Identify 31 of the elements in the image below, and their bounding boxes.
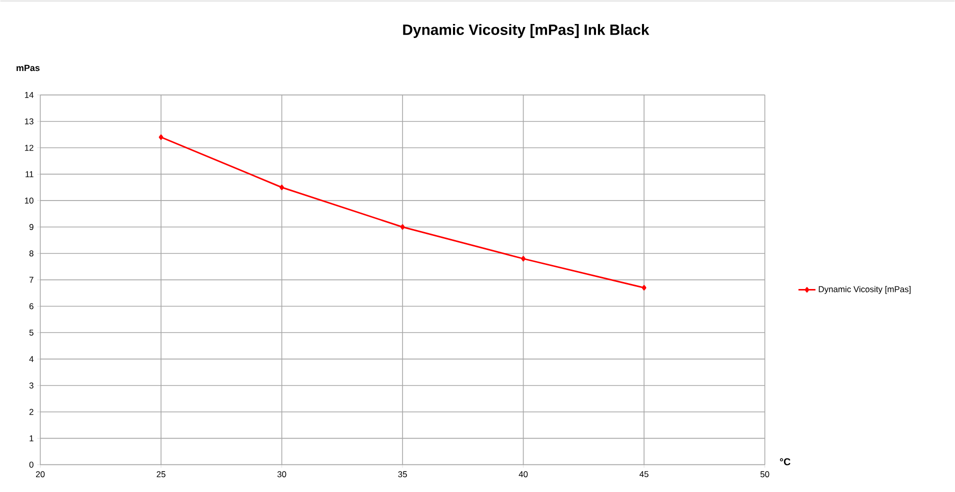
y-tick-label: 2 xyxy=(29,409,34,415)
y-tick-label: 7 xyxy=(29,277,34,283)
x-tick-label: 40 xyxy=(518,471,528,478)
y-tick-label: 13 xyxy=(24,118,34,124)
point xyxy=(158,134,164,140)
y-tick-label: 8 xyxy=(29,250,34,257)
y-tick-label: 3 xyxy=(29,382,34,389)
y-tick-label: 5 xyxy=(29,330,34,336)
x-tick-label: 25 xyxy=(156,471,166,478)
point xyxy=(642,285,646,291)
y-tick-label: 4 xyxy=(29,356,34,362)
x-tick-label: 50 xyxy=(760,471,770,478)
point xyxy=(521,256,526,262)
y-axis-title: mPas xyxy=(16,64,40,72)
point xyxy=(400,224,405,230)
x-tick-label: 30 xyxy=(277,471,286,478)
y-tick-label: 12 xyxy=(24,144,34,151)
y-tick-label: 1 xyxy=(30,436,34,442)
y-tick-label: 14 xyxy=(24,92,34,98)
x-tick-label: 45 xyxy=(640,471,648,478)
chart-title: Dynamic Vicosity [mPas] Ink Black xyxy=(403,24,650,38)
y-tick-label: 0 xyxy=(29,462,34,468)
y-tick-label: 11 xyxy=(26,171,34,178)
y-tick-label: 9 xyxy=(29,224,34,230)
legend-label: Dynamic Vicosity [mPas] xyxy=(818,286,911,294)
y-tick-label: 10 xyxy=(24,198,34,204)
x-axis-title: °C xyxy=(780,458,790,466)
y-tick-label: 6 xyxy=(29,303,34,310)
x-tick-label: 20 xyxy=(36,471,45,478)
point xyxy=(280,184,284,190)
x-tick-label: 35 xyxy=(398,471,407,478)
